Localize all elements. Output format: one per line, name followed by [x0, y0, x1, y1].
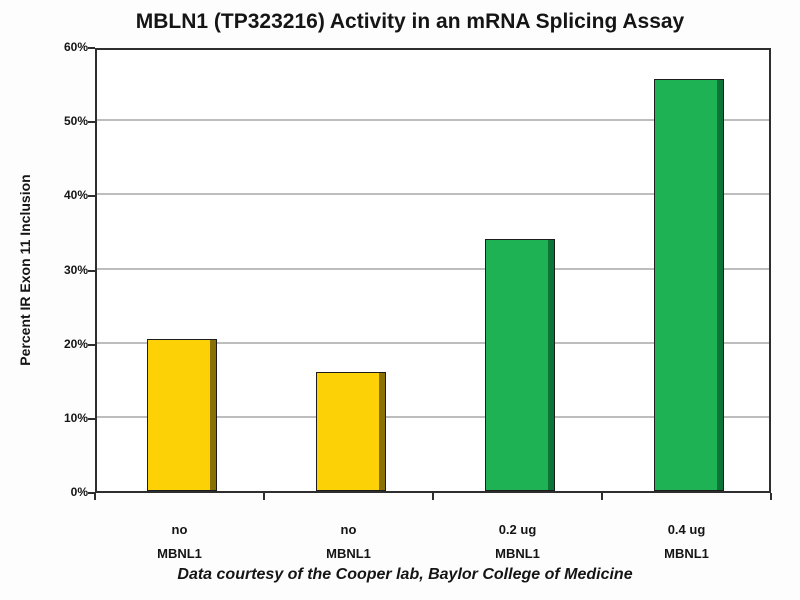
- plot-area: [95, 48, 771, 493]
- gridline-10: [97, 415, 769, 418]
- x-tick-mark: [432, 493, 434, 500]
- y-tick-label: 10%: [63, 410, 88, 425]
- y-tick-label: 30%: [63, 262, 88, 277]
- y-tick-mark: [88, 121, 95, 124]
- chart-title: MBLN1 (TP323216) Activity in an mRNA Spl…: [135, 10, 685, 33]
- y-tick-mark: [88, 492, 95, 494]
- y-axis-label: Percent IR Exon 11 Inclusion: [17, 174, 33, 366]
- gridline-30: [97, 267, 769, 270]
- y-tick-mark: [88, 343, 95, 346]
- y-tick-mark: [88, 269, 95, 272]
- x-tick-mark: [770, 493, 772, 500]
- y-tick-mark: [88, 417, 95, 420]
- x-tick-mark: [94, 493, 96, 500]
- y-tick-label: 40%: [63, 188, 88, 203]
- gridline-40: [97, 193, 769, 196]
- x-category-label: no MBNL1: [157, 522, 202, 561]
- gridline-20: [97, 341, 769, 344]
- bar-2: [315, 372, 386, 491]
- y-tick-mark: [88, 47, 95, 49]
- bar-1: [146, 338, 217, 491]
- x-category-label: 0.4 ug MBNL1: [664, 522, 709, 561]
- y-tick-label: 60%: [63, 40, 88, 54]
- y-tick-label: 0%: [70, 485, 88, 499]
- bar-4: [653, 79, 724, 491]
- y-tick-label: 20%: [63, 336, 88, 351]
- y-tick-label: 50%: [63, 114, 88, 129]
- x-tick-mark: [263, 493, 265, 500]
- gridline-50: [97, 119, 769, 122]
- chart-caption: Data courtesy of the Cooper lab, Baylor …: [177, 566, 633, 583]
- x-category-label: 0.2 ug MBNL1: [495, 522, 540, 561]
- x-tick-mark: [601, 493, 603, 500]
- bar-3: [484, 238, 555, 491]
- x-category-label: no MBNL1: [326, 522, 371, 561]
- y-tick-mark: [88, 195, 95, 198]
